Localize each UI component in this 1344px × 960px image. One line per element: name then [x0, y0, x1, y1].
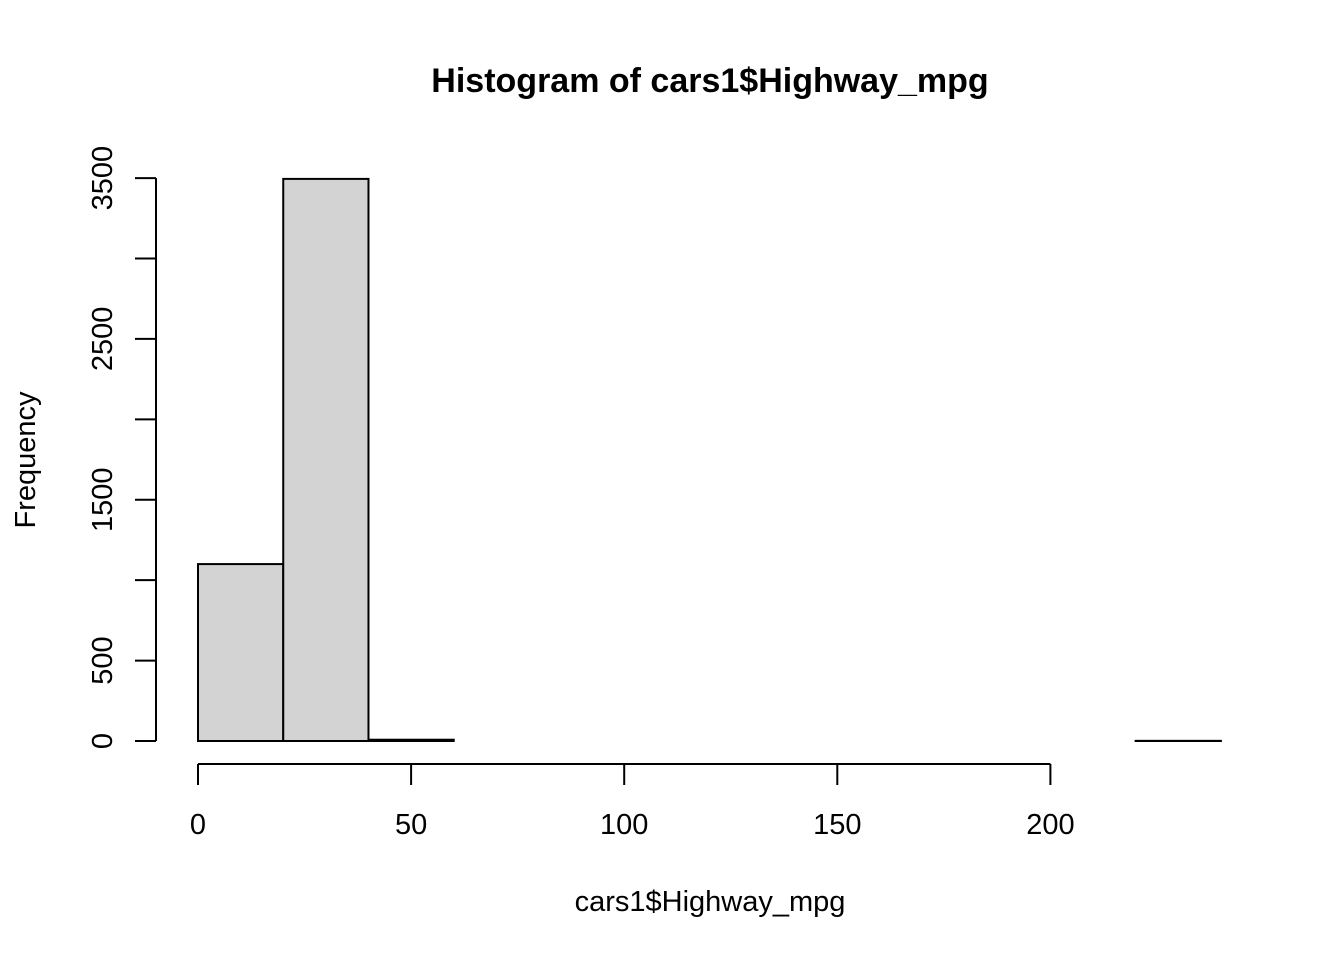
y-tick-label: 2500	[87, 307, 119, 372]
y-tick-label: 3500	[87, 146, 119, 211]
y-tick-label: 1500	[87, 467, 119, 532]
x-tick-label: 150	[813, 809, 861, 841]
x-tick-label: 50	[395, 809, 427, 841]
histogram-bar	[197, 563, 285, 742]
histogram-bar	[282, 177, 370, 742]
chart-title: Histogram of cars1$Highway_mpg	[431, 62, 988, 100]
y-axis: 0 500 1500 2500 3500	[87, 146, 157, 749]
x-axis-label: cars1$Highway_mpg	[575, 886, 846, 918]
bars-group	[197, 177, 1222, 743]
x-tick-label: 0	[190, 809, 206, 841]
histogram-bar	[367, 738, 455, 743]
y-tick-label: 0	[87, 733, 119, 749]
x-tick-label: 100	[600, 809, 648, 841]
x-axis: 0 50 100 150 200	[190, 763, 1075, 841]
y-tick-label: 500	[87, 636, 119, 684]
x-tick-label: 200	[1026, 809, 1074, 841]
y-axis-label: Frequency	[10, 391, 42, 529]
